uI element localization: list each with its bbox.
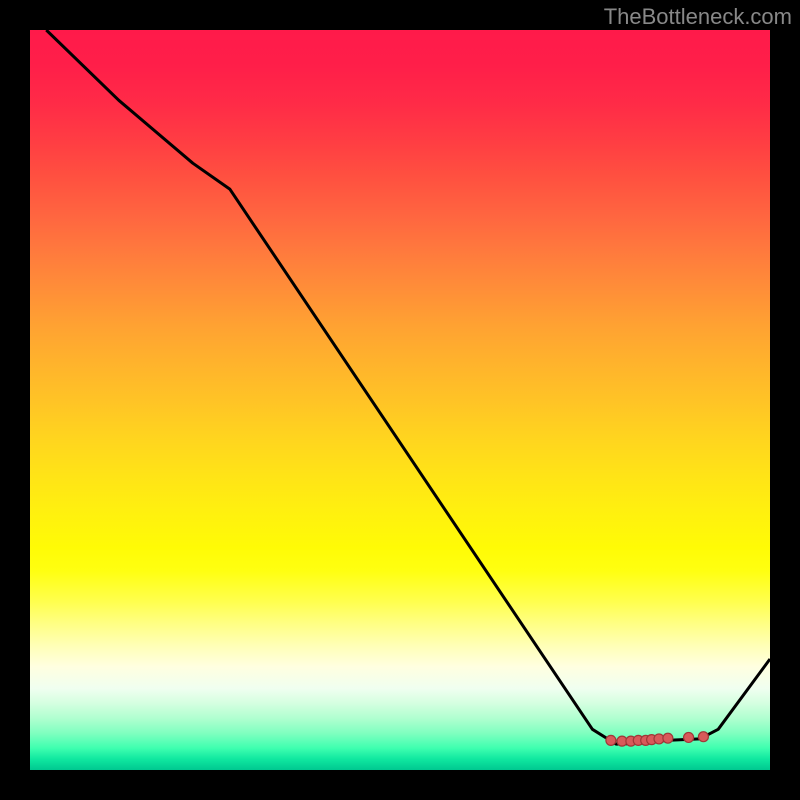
chart-marker — [663, 733, 673, 743]
chart-marker — [606, 735, 616, 745]
chart-line-overlay — [30, 30, 770, 770]
chart-marker — [698, 732, 708, 742]
chart-container: TheBottleneck.com — [0, 0, 800, 800]
watermark-text: TheBottleneck.com — [604, 4, 792, 30]
chart-line — [46, 30, 770, 744]
chart-marker — [684, 732, 694, 742]
plot-area — [30, 30, 770, 770]
chart-markers — [606, 732, 709, 746]
